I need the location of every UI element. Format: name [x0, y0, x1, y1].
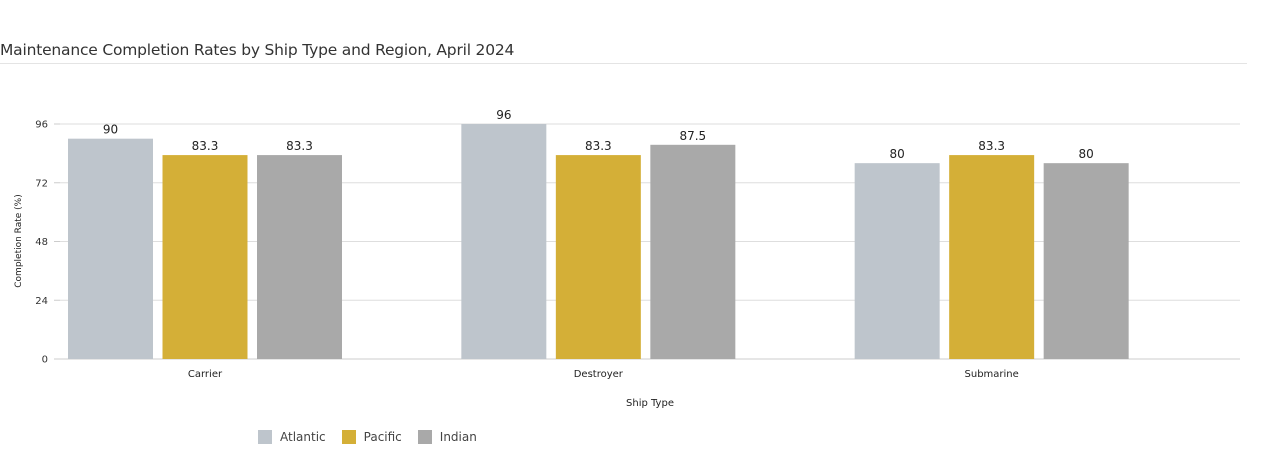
data-label: 80 — [890, 147, 905, 161]
x-tick-label: Submarine — [965, 369, 1019, 380]
y-axis-title: Completion Rate (%) — [14, 194, 24, 287]
y-tick-label: 96 — [35, 120, 48, 131]
bar-indian-submarine — [1043, 163, 1129, 359]
data-label: 83.3 — [978, 139, 1005, 153]
data-label: 83.3 — [286, 139, 313, 153]
data-label: 90 — [103, 123, 118, 137]
bar-atlantic-destroyer — [461, 124, 547, 359]
legend-item-pacific[interactable]: Pacific — [341, 430, 402, 444]
legend-swatch-atlantic — [258, 430, 272, 444]
bar-atlantic-submarine — [854, 163, 940, 359]
legend-label-indian: Indian — [439, 430, 477, 444]
data-label: 96 — [496, 108, 511, 122]
legend: Atlantic Pacific Indian — [258, 430, 493, 444]
data-label: 83.3 — [192, 139, 219, 153]
x-tick-label: Carrier — [188, 369, 223, 380]
data-label: 80 — [1079, 147, 1094, 161]
legend-label-pacific: Pacific — [363, 430, 402, 444]
bar-pacific-submarine — [949, 155, 1035, 359]
data-label: 87.5 — [679, 129, 706, 143]
legend-swatch-indian — [417, 430, 432, 444]
x-axis-title: Ship Type — [626, 398, 674, 409]
legend-item-indian[interactable]: Indian — [417, 430, 477, 444]
bar-indian-destroyer — [650, 144, 736, 359]
title-divider — [0, 63, 1247, 64]
bar-indian-carrier — [257, 155, 342, 359]
legend-item-atlantic[interactable]: Atlantic — [258, 430, 326, 444]
bar-pacific-carrier — [162, 155, 248, 359]
chart-title: Maintenance Completion Rates by Ship Typ… — [0, 41, 515, 59]
bar-pacific-destroyer — [555, 155, 641, 359]
legend-label-atlantic: Atlantic — [280, 430, 326, 444]
bar-atlantic-carrier — [68, 138, 153, 359]
legend-swatch-pacific — [341, 430, 356, 444]
data-label: 83.3 — [585, 139, 612, 153]
x-tick-label: Destroyer — [574, 369, 624, 380]
y-tick-label: 0 — [42, 355, 48, 366]
y-tick-label: 72 — [35, 178, 48, 189]
y-tick-label: 24 — [35, 296, 48, 307]
y-tick-label: 48 — [35, 237, 48, 248]
